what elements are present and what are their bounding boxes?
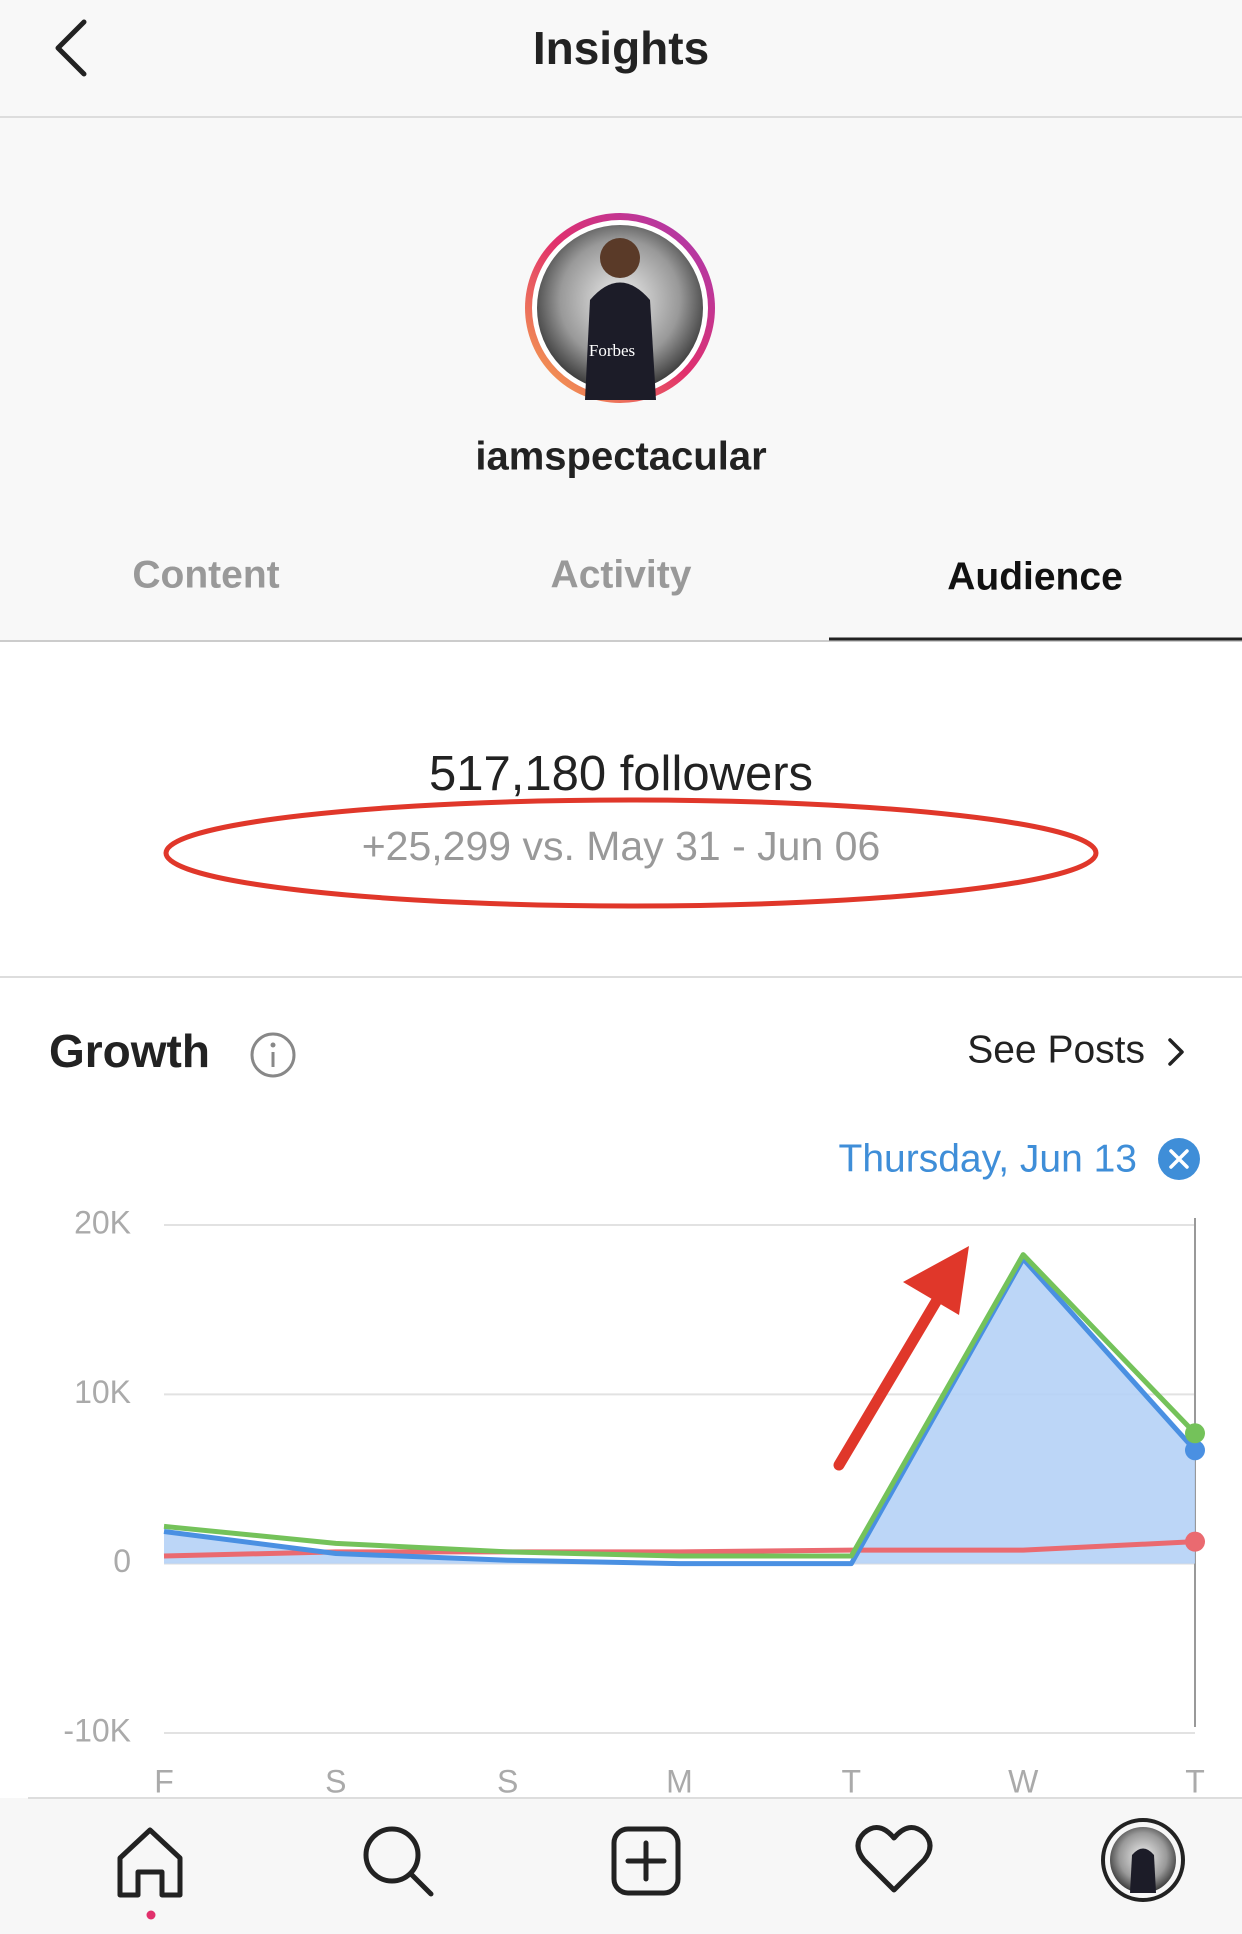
see-posts[interactable]: See Posts: [967, 1028, 1145, 1071]
profile-figure: [1130, 1848, 1156, 1893]
avatar-figure: [585, 282, 656, 400]
clear-selection[interactable]: [1158, 1138, 1200, 1180]
x-tick-label: W: [1008, 1763, 1039, 1799]
growth-title: Growth: [49, 1025, 210, 1077]
tab-bar: [0, 1798, 1242, 1934]
series-line: [163, 1252, 1197, 1559]
home-dot: [146, 1910, 156, 1920]
search-handle: [408, 1871, 434, 1897]
x-tick-label: S: [497, 1763, 518, 1799]
annotation-arrow-shaft: [833, 1289, 946, 1471]
clear-x: [1169, 1149, 1189, 1169]
end-point: [1185, 1440, 1205, 1461]
highlight-ellipse: [163, 797, 1099, 909]
info-dot: [270, 1042, 276, 1048]
avatar-head: [600, 238, 640, 278]
followers-change: +25,299 vs. May 31 - Jun 06: [362, 823, 881, 869]
search-icon[interactable]: [363, 1826, 434, 1897]
x-tick-label: M: [666, 1763, 693, 1799]
y-tick-label: 10K: [74, 1374, 131, 1410]
new-post-plus: [625, 1840, 667, 1882]
chart: -10K 0 10K 20K F S S M T W T: [63, 1204, 1205, 1799]
selected-date: Thursday, Jun 13: [839, 1137, 1137, 1180]
y-tick-label: 20K: [74, 1204, 131, 1240]
y-tick-label: 0: [113, 1543, 131, 1579]
see-posts-chevron[interactable]: [1168, 1038, 1184, 1066]
profile-icon[interactable]: [1101, 1818, 1185, 1902]
y-tick-label: -10K: [63, 1712, 131, 1748]
home-icon[interactable]: [117, 1827, 183, 1898]
tab-active[interactable]: Audience: [947, 555, 1123, 598]
info-icon[interactable]: [250, 1032, 296, 1078]
profile-ring: [1101, 1818, 1185, 1902]
username: iamspectacular: [475, 435, 766, 479]
annotation-arrow-head: [903, 1246, 969, 1315]
new-post-box: [611, 1826, 681, 1896]
search-lens: [363, 1826, 421, 1884]
back-button[interactable]: [55, 19, 87, 77]
x-tick-label: T: [1185, 1763, 1205, 1799]
new-post-icon[interactable]: [611, 1826, 681, 1896]
area: [164, 1258, 1195, 1564]
x-tick-label: S: [325, 1763, 346, 1799]
info-circle: [250, 1032, 296, 1078]
x-tick-label: T: [842, 1763, 862, 1799]
x-tick-label: F: [154, 1763, 174, 1799]
tab[interactable]: Content: [132, 553, 279, 596]
activity-icon[interactable]: [855, 1825, 933, 1893]
tab[interactable]: Activity: [551, 553, 692, 596]
end-point: [1185, 1423, 1205, 1444]
avatar-text: Forbes: [589, 341, 635, 360]
followers-count: 517,180 followers: [429, 747, 813, 801]
end-point: [1185, 1531, 1205, 1552]
header-title: Insights: [533, 22, 709, 74]
